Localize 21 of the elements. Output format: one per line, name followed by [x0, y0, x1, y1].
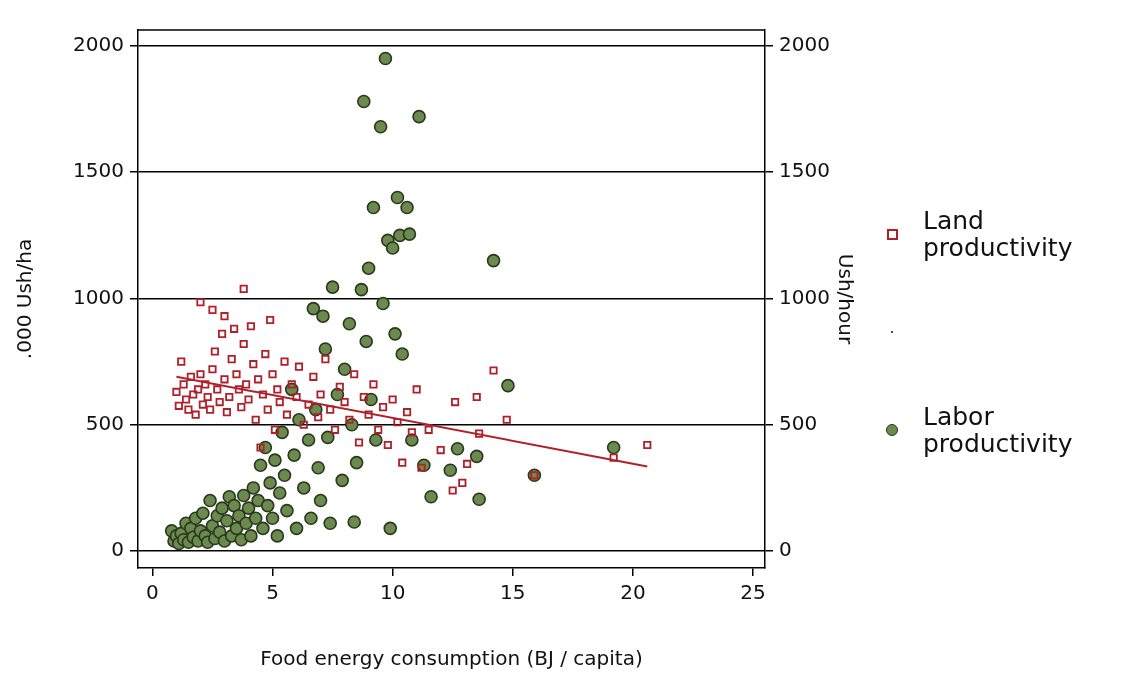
y2-axis-title: Ush/hour: [833, 253, 858, 345]
y2-tick-label: 1000: [779, 284, 830, 309]
x-tick-label: 25: [740, 580, 766, 605]
x-tick-label: 5: [266, 580, 279, 605]
y2-tick-label: 0: [779, 537, 792, 562]
x-axis-title: Food energy consumption (BJ / capita): [260, 646, 643, 671]
y-tick-label: 0: [111, 537, 124, 562]
legend-label: Land productivity: [923, 206, 1074, 262]
y2-tick-label: 1500: [779, 158, 830, 183]
y-tick-label: 1500: [73, 158, 124, 183]
y-axis-title: .000 Ush/ha: [12, 238, 37, 360]
x-tick-label: 10: [379, 580, 406, 605]
y2-tick-label: 500: [779, 410, 818, 435]
y-tick-label: 1000: [73, 284, 124, 309]
legend-label: Labor productivity: [923, 402, 1074, 458]
x-tick-label: 15: [500, 580, 526, 605]
y2-tick-label: 2000: [779, 32, 830, 57]
x-tick-label: 0: [146, 580, 159, 605]
y-tick-label: 500: [85, 410, 124, 435]
y-tick-label: 2000: [73, 32, 124, 57]
x-tick-label: 20: [620, 580, 646, 605]
